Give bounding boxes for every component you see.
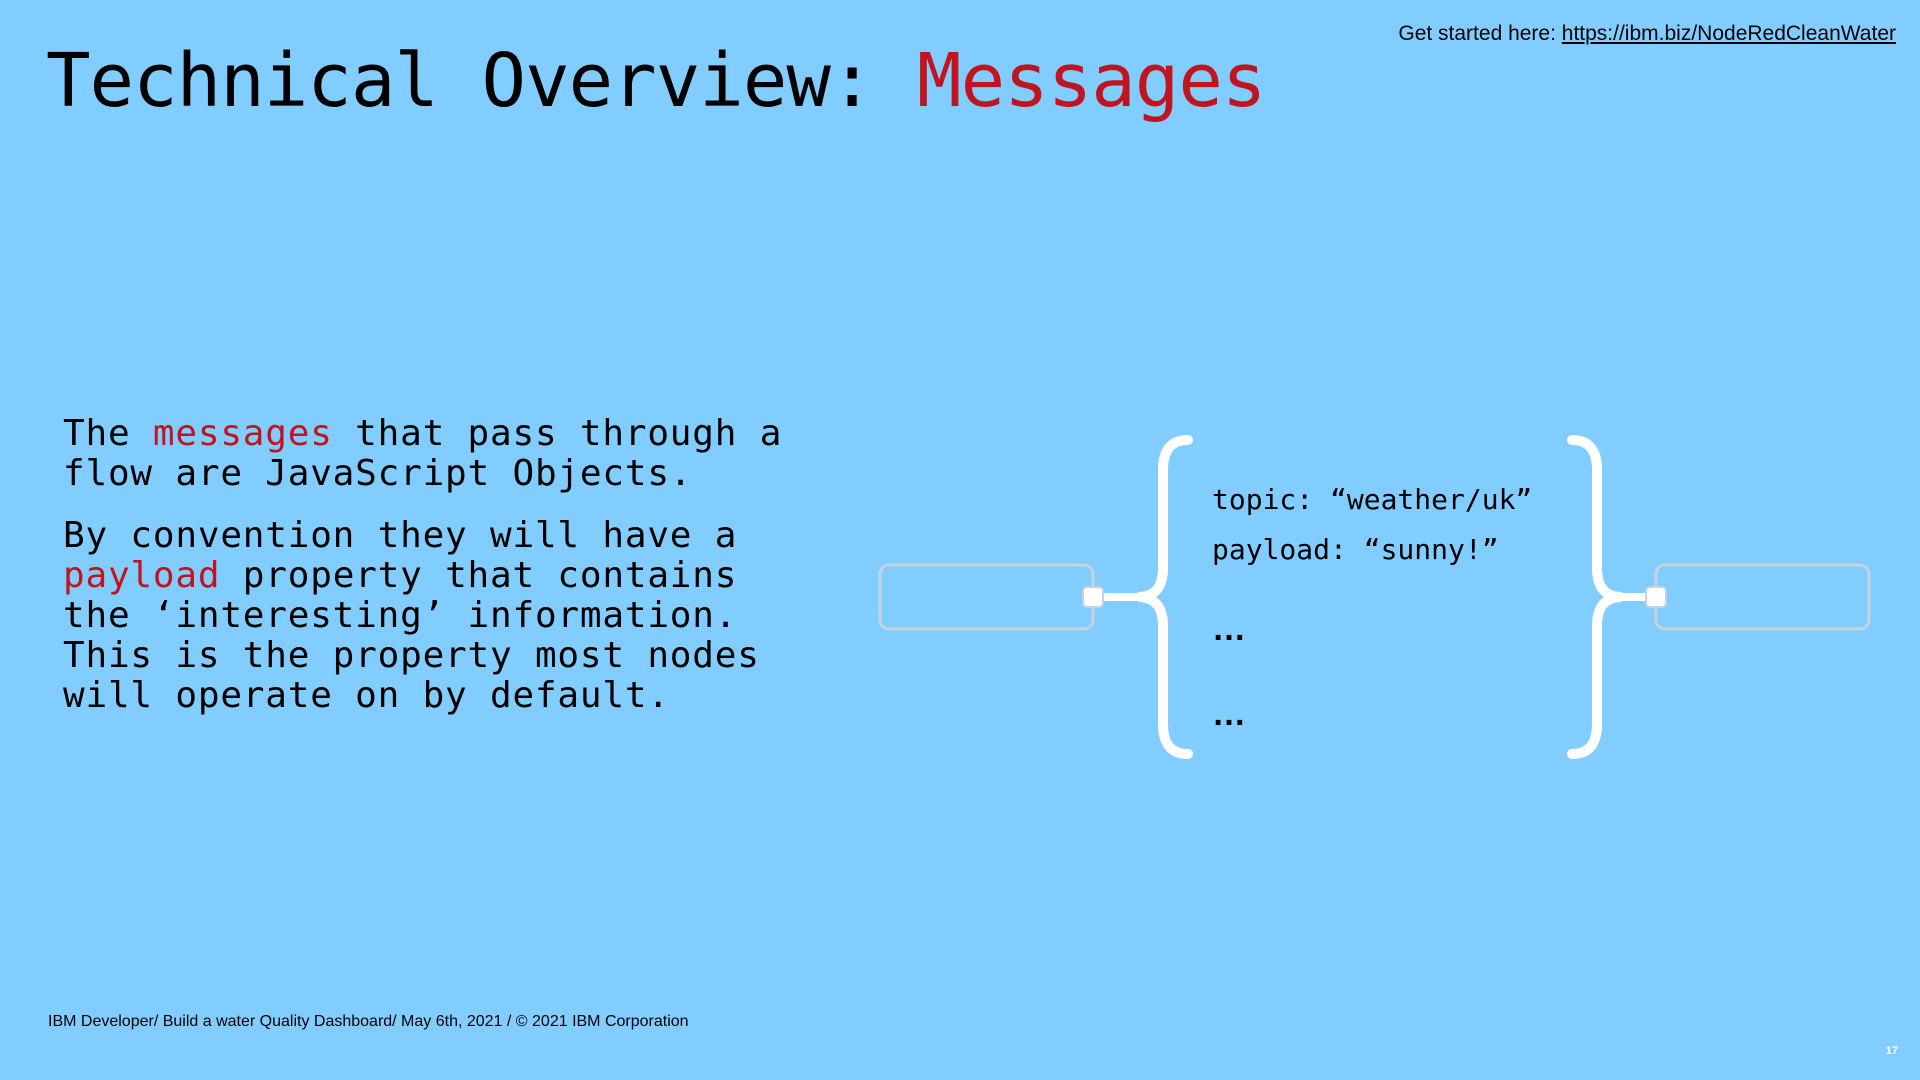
footer-text: IBM Developer/ Build a water Quality Das… bbox=[48, 1013, 689, 1030]
message-payload-line: payload: “sunny!” bbox=[1212, 533, 1499, 566]
get-started-link[interactable]: https://ibm.biz/NodeRedCleanWater bbox=[1561, 22, 1896, 45]
message-ellipsis-2: … bbox=[1212, 695, 1246, 733]
paragraph-payload: By convention they will have a payload p… bbox=[63, 516, 783, 716]
paragraph-messages: The messages that pass through a flow ar… bbox=[63, 414, 783, 494]
message-ellipsis-1: … bbox=[1212, 610, 1246, 648]
get-started-label: Get started here: bbox=[1398, 22, 1562, 45]
slide-title: Technical Overview: Messages bbox=[46, 38, 1266, 124]
message-topic-line: topic: “weather/uk” bbox=[1212, 483, 1533, 516]
left-node-port bbox=[1082, 586, 1104, 608]
body-text: The messages that pass through a flow ar… bbox=[63, 414, 783, 738]
paragraph1-before: The bbox=[63, 413, 153, 454]
paragraph2-before: By convention they will have a bbox=[63, 515, 738, 556]
highlight-messages: messages bbox=[152, 413, 333, 454]
right-node bbox=[1654, 563, 1871, 631]
title-prefix: Technical Overview: bbox=[46, 38, 918, 124]
left-node bbox=[878, 563, 1095, 631]
paragraph1-after: that pass through a flow are JavaScript … bbox=[63, 413, 783, 494]
left-brace bbox=[1137, 435, 1193, 759]
right-brace bbox=[1567, 435, 1623, 759]
highlight-payload: payload bbox=[63, 555, 221, 596]
title-accent: Messages bbox=[917, 38, 1266, 124]
right-node-port bbox=[1645, 586, 1667, 608]
paragraph2-after: property that contains the ‘interesting’… bbox=[63, 555, 760, 716]
get-started: Get started here: https://ibm.biz/NodeRe… bbox=[1398, 20, 1896, 48]
page-number: 17 bbox=[1885, 1045, 1898, 1057]
